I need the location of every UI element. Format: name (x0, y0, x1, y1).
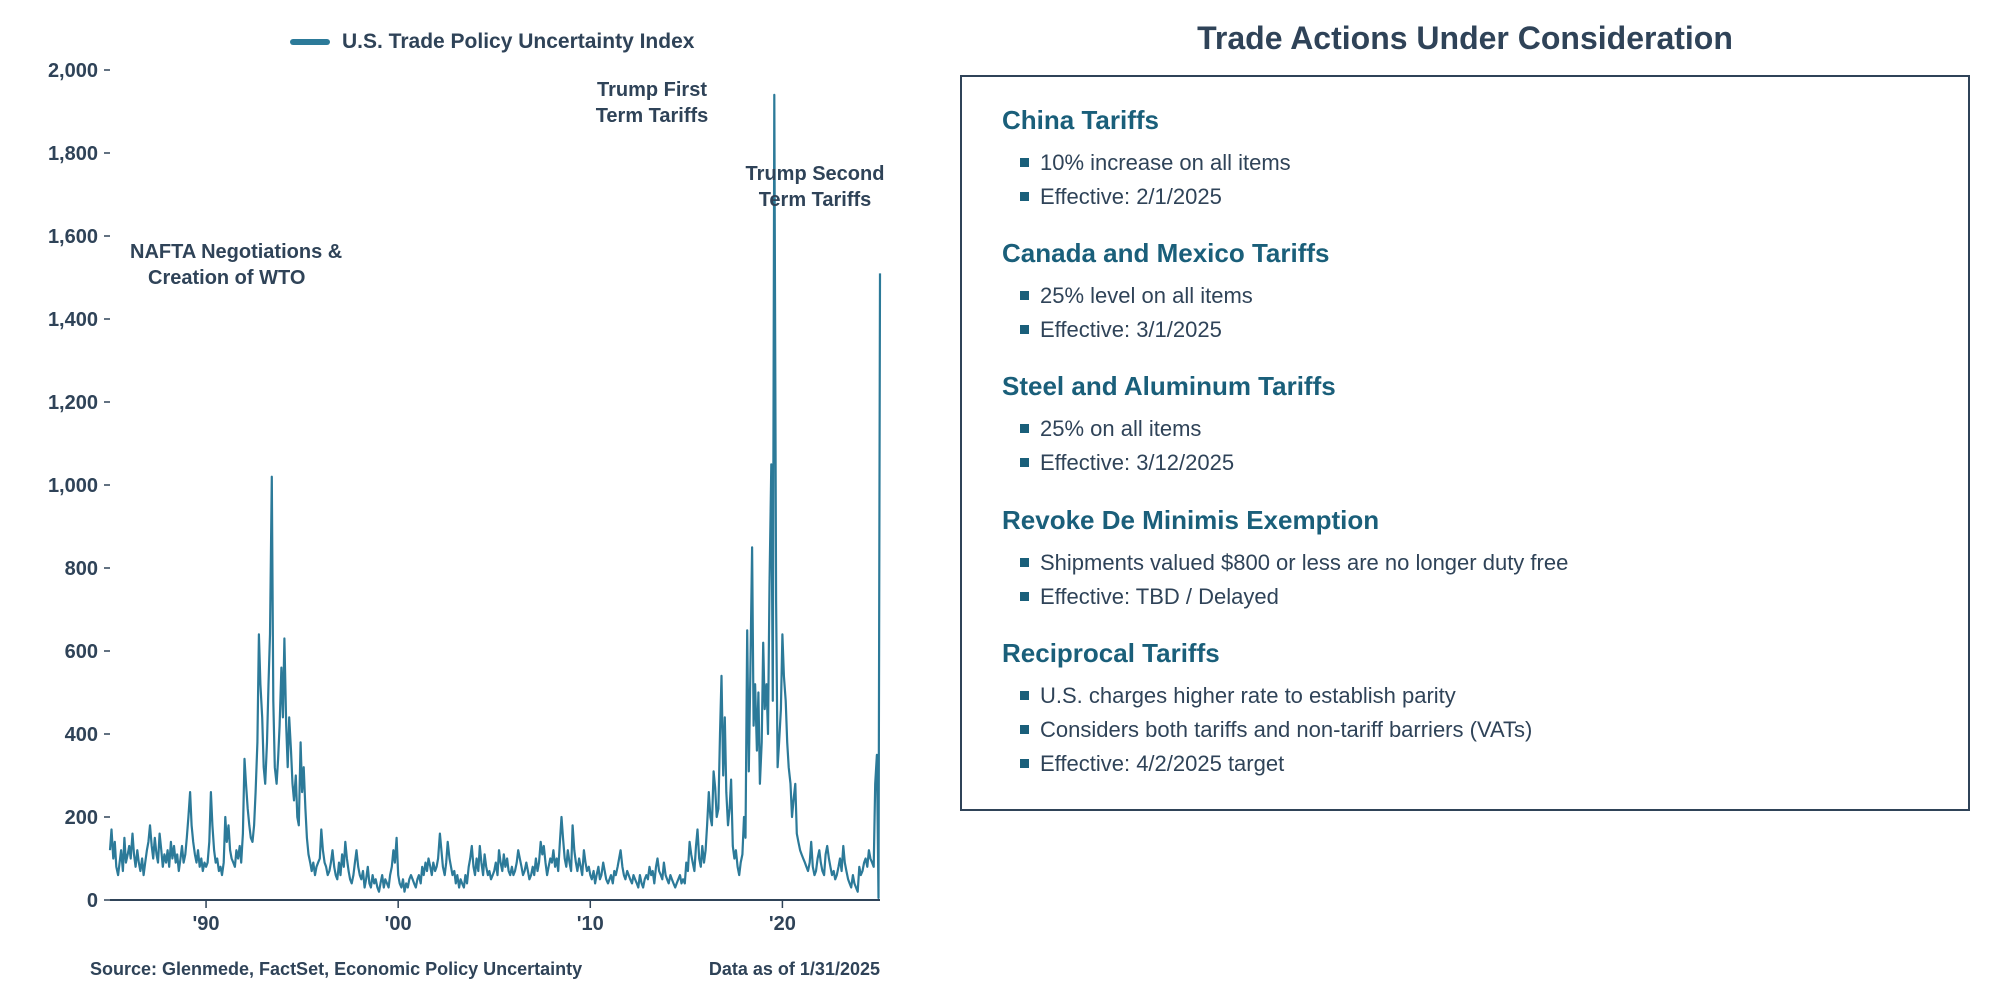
info-section-heading: Reciprocal Tariffs (1002, 638, 1928, 669)
info-bullet: Considers both tariffs and non-tariff ba… (1020, 713, 1928, 747)
info-section: Revoke De Minimis Exemption Shipments val… (1002, 505, 1928, 614)
info-section: Reciprocal Tariffs U.S. charges higher ra… (1002, 638, 1928, 781)
info-bullet: Shipments valued $800 or less are no lon… (1020, 546, 1928, 580)
info-section-items: Shipments valued $800 or less are no lon… (1002, 546, 1928, 614)
info-bullet: U.S. charges higher rate to establish pa… (1020, 679, 1928, 713)
svg-text:Term Tariffs: Term Tariffs (596, 105, 709, 127)
svg-text:'20: '20 (769, 913, 796, 935)
svg-text:200: 200 (65, 807, 98, 829)
svg-text:'90: '90 (193, 913, 220, 935)
info-panel-title: Trade Actions Under Consideration (960, 20, 1970, 57)
data-date-note: Data as of 1/31/2025 (709, 959, 880, 980)
chart-panel: U.S. Trade Policy Uncertainty Index 0200… (30, 20, 900, 980)
svg-text:600: 600 (65, 641, 98, 663)
info-bullet: Effective: 3/12/2025 (1020, 446, 1928, 480)
info-section-heading: Steel and Aluminum Tariffs (1002, 371, 1928, 402)
info-section: Steel and Aluminum Tariffs 25% on all ite… (1002, 371, 1928, 480)
info-section-heading: Revoke De Minimis Exemption (1002, 505, 1928, 536)
svg-text:'10: '10 (577, 913, 604, 935)
info-section-items: U.S. charges higher rate to establish pa… (1002, 679, 1928, 781)
info-bullet: 10% increase on all items (1020, 146, 1928, 180)
info-bullet: Effective: 3/1/2025 (1020, 313, 1928, 347)
svg-text:Term Tariffs: Term Tariffs (759, 189, 872, 211)
svg-text:Trump First: Trump First (597, 79, 707, 101)
info-section-heading: China Tariffs (1002, 105, 1928, 136)
svg-text:NAFTA Negotiations &: NAFTA Negotiations & (130, 241, 342, 263)
svg-text:'00: '00 (385, 913, 412, 935)
svg-text:400: 400 (65, 724, 98, 746)
info-box: China Tariffs10% increase on all itemsEf… (960, 75, 1970, 811)
info-bullet: Effective: 4/2/2025 target (1020, 747, 1928, 781)
svg-text:800: 800 (65, 558, 98, 580)
svg-text:1,600: 1,600 (48, 226, 98, 248)
info-section: China Tariffs 10% increase on all itemsEf… (1002, 105, 1928, 214)
svg-text:2,000: 2,000 (48, 60, 98, 82)
source-note: Source: Glenmede, FactSet, Economic Poli… (90, 959, 582, 980)
info-section-heading: Canada and Mexico Tariffs (1002, 238, 1928, 269)
svg-text:Trump Second: Trump Second (746, 163, 885, 185)
svg-text:1,800: 1,800 (48, 143, 98, 165)
info-section-items: 25% on all itemsEffective: 3/12/2025 (1002, 412, 1928, 480)
info-bullet: Effective: TBD / Delayed (1020, 580, 1928, 614)
svg-text:Creation of WTO: Creation of WTO (148, 267, 305, 289)
svg-text:1,000: 1,000 (48, 475, 98, 497)
info-section: Canada and Mexico Tariffs 25% level on al… (1002, 238, 1928, 347)
uncertainty-index-chart: 0 200 400 600 800 1,000 1,200 1,400 1,600 1,800 2,… (30, 40, 900, 940)
svg-text:1,400: 1,400 (48, 309, 98, 331)
info-bullet: 25% on all items (1020, 412, 1928, 446)
svg-text:1,200: 1,200 (48, 392, 98, 414)
info-section-items: 25% level on all itemsEffective: 3/1/202… (1002, 279, 1928, 347)
info-panel: Trade Actions Under Consideration China … (960, 20, 1970, 979)
info-section-items: 10% increase on all itemsEffective: 2/1/… (1002, 146, 1928, 214)
info-bullet: 25% level on all items (1020, 279, 1928, 313)
info-bullet: Effective: 2/1/2025 (1020, 180, 1928, 214)
svg-text:0: 0 (87, 890, 98, 912)
